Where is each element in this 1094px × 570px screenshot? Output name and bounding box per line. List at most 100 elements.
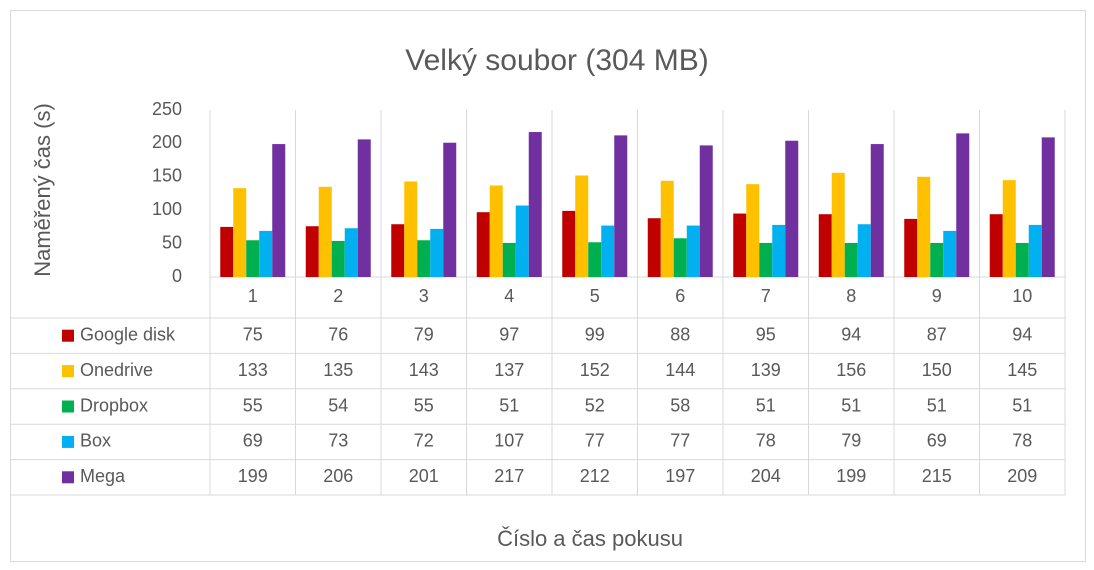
bar — [1002, 180, 1016, 277]
legend-key — [62, 400, 74, 413]
bar — [562, 210, 576, 277]
table-cell: 76 — [328, 324, 348, 344]
bar — [430, 228, 444, 277]
bar — [575, 175, 589, 277]
table-cell: 209 — [1007, 466, 1037, 486]
bar — [930, 242, 944, 277]
table-cell: 88 — [670, 324, 690, 344]
x-tick-label: 10 — [1012, 286, 1032, 306]
table-cell: 206 — [323, 466, 353, 486]
bar — [686, 225, 700, 277]
bar — [417, 240, 431, 277]
table-cell: 69 — [243, 431, 263, 451]
table-cell: 69 — [927, 431, 947, 451]
table-cell: 51 — [841, 395, 861, 415]
table-cell: 52 — [585, 395, 605, 415]
table-cell: 77 — [585, 431, 605, 451]
table-cell: 212 — [580, 466, 610, 486]
bar — [746, 184, 760, 277]
bar — [272, 144, 286, 277]
table-cell: 51 — [1012, 395, 1032, 415]
bar — [489, 185, 503, 277]
table-cell: 55 — [414, 395, 434, 415]
bar — [1015, 242, 1029, 277]
x-tick-label: 6 — [675, 286, 685, 306]
bar — [1041, 137, 1055, 277]
legend-key — [62, 435, 74, 448]
table-cell: 145 — [1007, 360, 1037, 380]
table-cell: 97 — [499, 324, 519, 344]
bar — [904, 218, 918, 277]
table-cell: 215 — [922, 466, 952, 486]
table-cell: 94 — [1012, 324, 1032, 344]
bar — [857, 224, 871, 277]
legend-label: Onedrive — [80, 360, 153, 380]
table-cell: 55 — [243, 395, 263, 415]
table-cell: 143 — [409, 360, 439, 380]
table-cell: 51 — [756, 395, 776, 415]
y-tick-label: 0 — [172, 266, 182, 286]
x-tick-label: 3 — [419, 286, 429, 306]
table-cell: 135 — [323, 360, 353, 380]
bar — [391, 224, 405, 277]
table-cell: 204 — [751, 466, 781, 486]
table-cell: 199 — [836, 466, 866, 486]
bar — [344, 228, 358, 277]
legend-label: Mega — [80, 466, 126, 486]
legend-key — [62, 471, 74, 484]
y-tick-label: 250 — [152, 99, 182, 119]
bar — [601, 225, 615, 277]
chart-title: Velký soubor (304 MB) — [405, 44, 708, 77]
x-tick-label: 1 — [248, 286, 258, 306]
legend-key — [62, 329, 74, 342]
table-cell: 95 — [756, 324, 776, 344]
table-cell: 156 — [836, 360, 866, 380]
bar — [772, 224, 786, 277]
y-tick-label: 150 — [152, 166, 182, 186]
x-axis-title: Číslo a čas pokusu — [497, 526, 683, 551]
bar — [246, 240, 260, 277]
table-cell: 79 — [414, 324, 434, 344]
table-cell: 217 — [494, 466, 524, 486]
bar — [259, 230, 273, 277]
table-cell: 78 — [1012, 431, 1032, 451]
table-cell: 78 — [756, 431, 776, 451]
x-tick-label: 8 — [846, 286, 856, 306]
table-cell: 54 — [328, 395, 348, 415]
table-cell: 51 — [499, 395, 519, 415]
legend-label: Google disk — [80, 324, 176, 344]
table-cell: 139 — [751, 360, 781, 380]
table-cell: 87 — [927, 324, 947, 344]
table-cell: 77 — [670, 431, 690, 451]
table-cell: 199 — [238, 466, 268, 486]
table-cell: 107 — [494, 431, 524, 451]
x-tick-label: 5 — [590, 286, 600, 306]
bar — [733, 213, 747, 277]
table-cell: 58 — [670, 395, 690, 415]
bar — [956, 133, 970, 277]
table-cell: 201 — [409, 466, 439, 486]
y-tick-label: 200 — [152, 132, 182, 152]
bar — [614, 135, 628, 277]
bar — [502, 242, 516, 277]
bar — [305, 226, 319, 277]
table-cell: 99 — [585, 324, 605, 344]
bar — [943, 230, 957, 277]
bar — [870, 144, 884, 277]
x-tick-label: 9 — [932, 286, 942, 306]
bar — [233, 188, 247, 277]
bar — [588, 242, 602, 277]
table-cell: 144 — [665, 360, 695, 380]
y-axis-title: Naměřený čas (s) — [30, 103, 55, 277]
table-cell: 51 — [927, 395, 947, 415]
bar — [831, 172, 845, 277]
bar — [528, 132, 542, 277]
y-tick-label: 100 — [152, 199, 182, 219]
x-tick-label: 2 — [333, 286, 343, 306]
bar — [989, 214, 1003, 277]
table-cell: 94 — [841, 324, 861, 344]
bar — [220, 226, 234, 277]
bar — [476, 212, 490, 277]
bar — [759, 242, 773, 277]
